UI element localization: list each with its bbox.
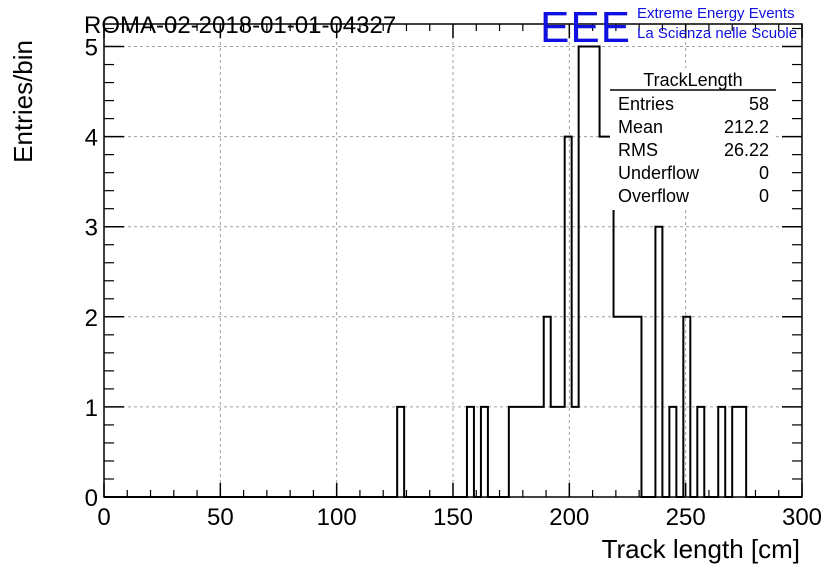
run-title: ROMA-02-2018-01-01-04327: [84, 12, 396, 39]
stats-row-value: 0: [759, 186, 769, 206]
stats-row-value: 212.2: [724, 117, 769, 137]
y-tick-label: 3: [85, 215, 98, 242]
x-axis-label: Track length [cm]: [602, 534, 800, 564]
y-tick-label: 5: [85, 35, 98, 62]
y-tick-label: 0: [85, 485, 98, 512]
stats-row-value: 58: [749, 94, 769, 114]
stats-row-label: RMS: [618, 140, 658, 160]
x-tick-label: 250: [666, 504, 706, 531]
x-tick-label: 0: [97, 504, 110, 531]
x-tick-label: 50: [207, 504, 234, 531]
stats-rows: Entries 58 Mean 212.2 RMS 26.22 Underflow 0 Over…: [618, 94, 769, 206]
x-tick-label: 300: [782, 504, 822, 531]
y-tick-label: 1: [85, 395, 98, 422]
stats-row-label: Overflow: [618, 186, 690, 206]
stats-row-label: Mean: [618, 117, 663, 137]
stats-row-value: 26.22: [724, 140, 769, 160]
stats-row-label: Underflow: [618, 163, 700, 183]
y-tick-label: 2: [85, 305, 98, 332]
x-tick-label: 100: [317, 504, 357, 531]
tick-labels: 0 50 100 150 200 250 300 0 1 2 3 4 5: [85, 35, 822, 531]
y-axis-label: Entries/bin: [8, 40, 38, 163]
stats-box-background: [610, 68, 776, 210]
stats-box: TrackLength Entries 58 Mean 212.2 RMS 26.22 Un…: [610, 68, 776, 210]
axis-ticks: [103, 24, 803, 498]
x-tick-label: 150: [433, 504, 473, 531]
stats-row-value: 0: [759, 163, 769, 183]
x-tick-label: 200: [549, 504, 589, 531]
stats-row-label: Entries: [618, 94, 674, 114]
logo-line-1: Extreme Energy Events: [637, 5, 795, 22]
stats-title: TrackLength: [643, 70, 742, 90]
grid: [104, 24, 802, 497]
logo-line-2: La Scienza nelle Scuole: [637, 25, 797, 42]
eee-logo: EEE: [540, 3, 630, 52]
y-tick-label: 4: [85, 125, 98, 152]
